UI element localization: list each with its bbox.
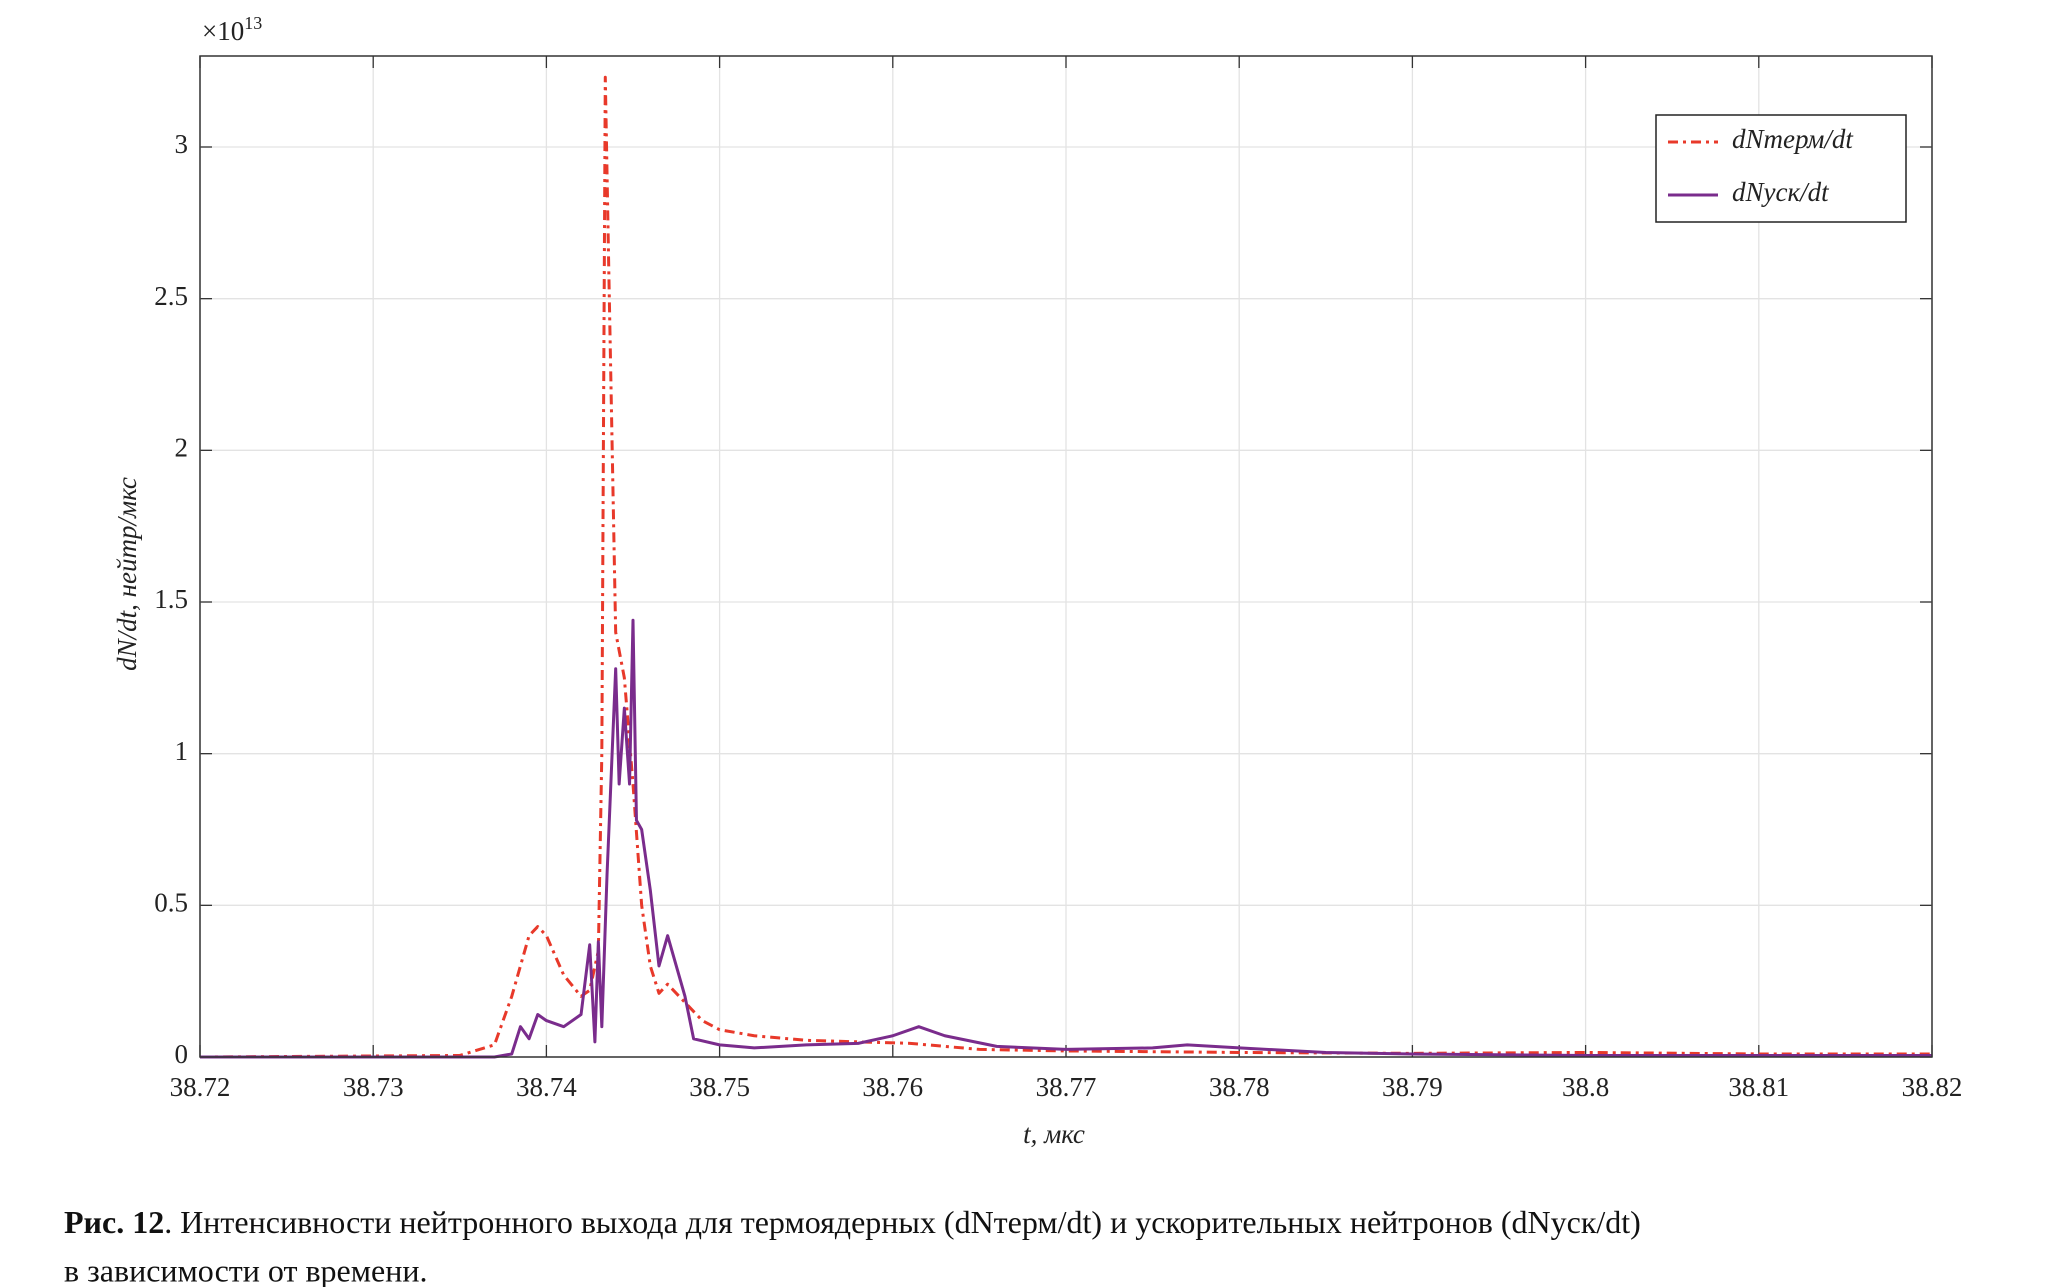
x-tick-label: 38.76	[862, 1072, 923, 1102]
y-tick-label: 3	[175, 129, 189, 159]
series-line	[200, 618, 1932, 1059]
caption-line: Рис. 12. Интенсивности нейтронного выход…	[64, 1204, 1641, 1240]
x-tick-label: 38.77	[1036, 1072, 1097, 1102]
caption-label: Рис. 12	[64, 1204, 164, 1240]
plot-frame	[199, 55, 1933, 1058]
caption-text: . Интенсивности нейтронного выхода для т…	[164, 1204, 1641, 1240]
y-tick-label: 2	[175, 433, 189, 463]
y-multiplier: ×1013	[202, 13, 262, 46]
x-tick-label: 38.79	[1382, 1072, 1443, 1102]
legend-box	[1655, 114, 1907, 223]
x-tick-label: 38.8	[1562, 1072, 1609, 1102]
x-tick-label: 38.73	[343, 1072, 404, 1102]
y-multiplier-exponent: 13	[244, 13, 262, 33]
x-tick-label: 38.75	[689, 1072, 750, 1102]
x-tick-label: 38.74	[516, 1072, 577, 1102]
legend-label: dNтерм/dt	[1732, 124, 1854, 154]
y-tick-label: 0.5	[154, 888, 188, 918]
series-line	[199, 75, 1932, 1059]
x-tick-label: 38.72	[170, 1072, 231, 1102]
x-tick-label: 38.82	[1902, 1072, 1963, 1102]
y-tick-label: 0	[175, 1039, 189, 1069]
x-axis-label: t, мкс	[1023, 1119, 1085, 1149]
caption-line: в зависимости от времени.	[64, 1252, 427, 1287]
y-tick-label: 1	[175, 736, 189, 766]
x-tick-label: 38.81	[1728, 1072, 1789, 1102]
x-tick-label: 38.78	[1209, 1072, 1270, 1102]
y-tick-label: 2.5	[154, 281, 188, 311]
y-tick-label: 1.5	[154, 584, 188, 614]
legend-label: dNуск/dt	[1732, 177, 1830, 207]
y-multiplier-base: ×10	[202, 16, 244, 46]
y-axis-label: dN/dt, нейтр/мкс	[112, 477, 142, 671]
